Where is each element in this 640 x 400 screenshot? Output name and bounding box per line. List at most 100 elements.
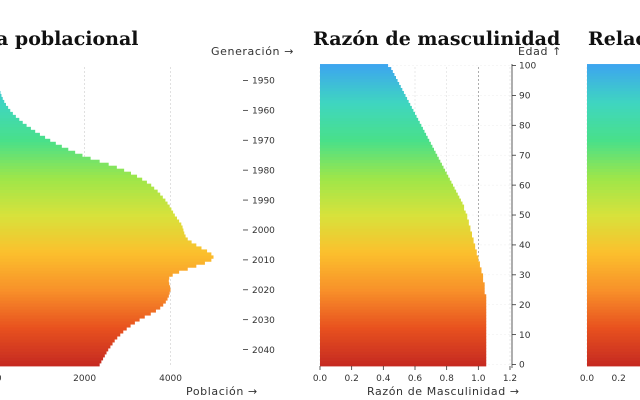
- relation-bar-age-71: [587, 150, 640, 155]
- sex-ratio-bar-age-46: [320, 225, 471, 229]
- age-tick-label-60: 60: [519, 181, 531, 191]
- relation-bar-age-37: [587, 252, 640, 256]
- sex-ratio-bar-age-37: [320, 252, 477, 256]
- population-bar-age-66: [0, 165, 117, 170]
- sex-ratio-bar-age-23: [320, 294, 487, 298]
- population-bar-age-26: [0, 285, 171, 289]
- sex-ratio-bar-age-54: [320, 201, 463, 205]
- relation-bar-age-82: [587, 117, 640, 122]
- sex-ratio-tick-label-1: 1.0: [471, 374, 486, 384]
- sex-ratio-bar-age-1: [320, 360, 487, 364]
- relation-bar-age-61: [587, 180, 640, 185]
- relation-bar-age-49: [587, 216, 640, 220]
- relation-bar-age-88: [587, 99, 640, 104]
- relation-bar-age-1: [587, 360, 640, 364]
- age-tick-label-70: 70: [519, 151, 531, 161]
- relation-bar-age-19: [587, 306, 640, 310]
- relation-bar-age-20: [587, 303, 640, 307]
- sex-ratio-bar-age-91: [320, 90, 404, 95]
- sex-ratio-bar-age-38: [320, 249, 477, 253]
- relation-bar-age-38: [587, 249, 640, 253]
- sex-ratio-bar-age-24: [320, 291, 485, 295]
- sex-ratio-bar-age-32: [320, 267, 482, 271]
- sex-ratio-bar-age-36: [320, 255, 479, 259]
- population-bar-age-48: [0, 219, 180, 223]
- sex-ratio-bar-age-50: [320, 213, 468, 217]
- relation-bar-age-55: [587, 198, 640, 202]
- relation-bar-age-84: [587, 111, 640, 116]
- generation-tick-label-1980: 1980: [252, 166, 275, 176]
- population-axis-label: Población →: [186, 385, 258, 398]
- population-bar-age-9: [0, 336, 118, 340]
- sex-ratio-bar-age-41: [320, 240, 474, 244]
- population-bar-age-88: [0, 99, 5, 104]
- population-bar-age-17: [0, 312, 151, 316]
- relation-bar-age-52: [587, 207, 640, 211]
- age-axis-label: Edad ↑: [518, 45, 562, 58]
- sex-ratio-bar-age-49: [320, 216, 468, 220]
- relation-bar-age-95: [587, 78, 640, 83]
- population-bar-age-0: [0, 363, 100, 367]
- relation-bar-age-9: [587, 336, 640, 340]
- sex-ratio-bar-age-63: [320, 174, 449, 179]
- generation-tick-label-2010: 2010: [252, 256, 275, 266]
- sex-ratio-bar-age-6: [320, 345, 487, 349]
- sex-ratio-bar-age-83: [320, 114, 417, 119]
- age-tick-label-30: 30: [519, 271, 531, 281]
- sex-ratio-bars: [320, 64, 487, 367]
- population-bar-age-3: [0, 354, 105, 358]
- sex-ratio-bar-age-97: [320, 73, 395, 77]
- relation-bar-age-7: [587, 342, 640, 346]
- relation-bar-age-78: [587, 129, 640, 134]
- sex-ratio-axis-label: Razón de Masculinidad →: [367, 385, 520, 398]
- relation-bar-age-5: [587, 348, 640, 352]
- population-bar-age-25: [0, 288, 171, 292]
- sex-ratio-bar-age-74: [320, 141, 431, 146]
- sex-ratio-bar-age-21: [320, 300, 487, 304]
- relation-bar-age-39: [587, 246, 640, 250]
- sex-ratio-bar-age-93: [320, 84, 401, 89]
- sex-ratio-bar-age-33: [320, 264, 480, 268]
- sex-ratio-bar-age-62: [320, 177, 450, 182]
- age-tick-label-100: 100: [519, 62, 536, 72]
- population-bar-age-68: [0, 159, 100, 164]
- relation-bar-age-47: [587, 222, 640, 226]
- population-bar-age-50: [0, 213, 175, 217]
- sex-ratio-bar-age-19: [320, 306, 487, 310]
- sex-ratio-bar-age-58: [320, 189, 457, 193]
- population-bar-age-59: [0, 186, 155, 190]
- sex-ratio-bar-age-51: [320, 210, 466, 214]
- sex-ratio-bar-age-52: [320, 207, 465, 211]
- population-bar-age-77: [0, 132, 40, 137]
- population-bar-age-41: [0, 240, 192, 244]
- relation-bar-age-27: [587, 282, 640, 286]
- population-bar-age-35: [0, 258, 212, 262]
- sex-ratio-bar-age-8: [320, 339, 487, 343]
- relation-bar-age-86: [587, 105, 640, 110]
- sex-ratio-bar-age-87: [320, 102, 411, 107]
- population-bar-age-55: [0, 198, 166, 202]
- relation-bar-age-12: [587, 327, 640, 331]
- population-bar-age-70: [0, 153, 83, 158]
- population-bar-age-52: [0, 207, 172, 211]
- sex-ratio-bar-age-61: [320, 180, 452, 185]
- relation-bar-age-40: [587, 243, 640, 247]
- relation-tick-label-0.2: 0.2: [612, 374, 626, 384]
- age-tick-label-40: 40: [519, 241, 531, 251]
- relation-bar-age-29: [587, 276, 640, 280]
- sex-ratio-bar-age-76: [320, 135, 428, 140]
- relation-bar-age-100: [587, 64, 640, 68]
- sex-ratio-bar-age-10: [320, 333, 487, 337]
- population-bar-age-31: [0, 270, 180, 274]
- relation-bar-age-91: [587, 90, 640, 95]
- sex-ratio-bar-age-14: [320, 321, 487, 325]
- sex-ratio-tick-label-0.2: 0.2: [345, 374, 359, 384]
- population-bar-age-47: [0, 222, 182, 226]
- population-bar-age-27: [0, 282, 170, 286]
- relation-bar-age-43: [587, 234, 640, 238]
- population-bar-age-21: [0, 300, 166, 304]
- population-bar-age-22: [0, 297, 168, 301]
- population-bar-age-87: [0, 102, 6, 107]
- sex-ratio-bar-age-84: [320, 111, 415, 116]
